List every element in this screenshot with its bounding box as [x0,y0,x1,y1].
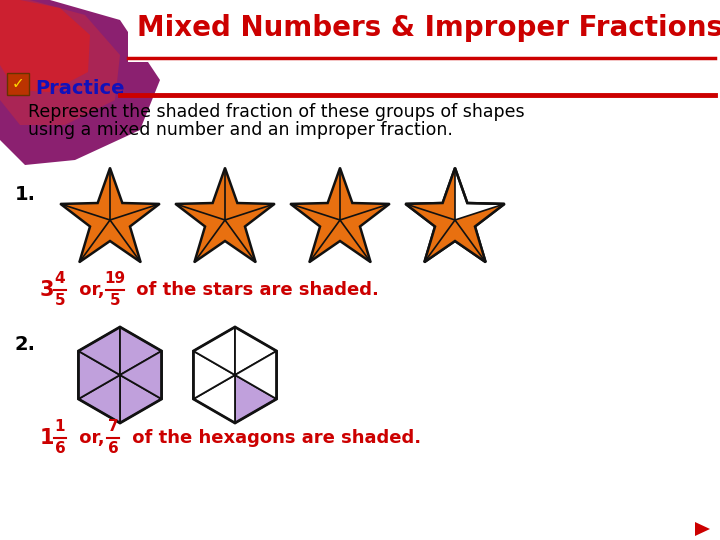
Polygon shape [405,168,505,262]
Polygon shape [235,375,276,423]
Text: Mixed Numbers & Improper Fractions: Mixed Numbers & Improper Fractions [137,14,720,42]
FancyBboxPatch shape [128,0,720,62]
Text: 6: 6 [107,441,118,456]
FancyBboxPatch shape [7,73,29,95]
Polygon shape [291,168,390,262]
Text: using a mixed number and an improper fraction.: using a mixed number and an improper fra… [28,121,453,139]
Text: 1: 1 [40,428,55,448]
Text: 5: 5 [109,293,120,308]
Polygon shape [695,522,710,536]
Text: 6: 6 [55,441,66,456]
Text: of the hexagons are shaded.: of the hexagons are shaded. [126,429,421,447]
Polygon shape [0,0,160,165]
Polygon shape [455,204,505,262]
Polygon shape [78,375,120,423]
Polygon shape [235,351,276,399]
Polygon shape [194,327,235,375]
Polygon shape [194,375,235,423]
Polygon shape [0,0,120,125]
Polygon shape [120,375,161,423]
Text: 4: 4 [55,271,66,286]
Polygon shape [424,220,485,262]
Polygon shape [120,327,161,375]
Text: 7: 7 [108,419,118,434]
Polygon shape [78,327,120,375]
Text: Represent the shaded fraction of these groups of shapes: Represent the shaded fraction of these g… [28,103,525,121]
Text: ✓: ✓ [12,77,24,91]
Text: Practice: Practice [35,78,125,98]
Text: or,: or, [73,429,104,447]
Polygon shape [120,351,161,399]
Text: 1.: 1. [15,186,36,205]
Text: 3: 3 [40,280,55,300]
Polygon shape [78,351,120,399]
Text: of the stars are shaded.: of the stars are shaded. [130,281,379,299]
Polygon shape [0,0,90,92]
Text: 19: 19 [104,271,125,286]
Polygon shape [235,327,276,375]
Polygon shape [60,168,159,262]
Polygon shape [176,168,274,262]
Polygon shape [194,351,235,399]
Polygon shape [405,204,455,262]
Text: 1: 1 [55,419,66,434]
Polygon shape [405,168,455,220]
Text: 2.: 2. [15,335,36,354]
Text: 5: 5 [55,293,66,308]
Text: or,: or, [73,281,104,299]
